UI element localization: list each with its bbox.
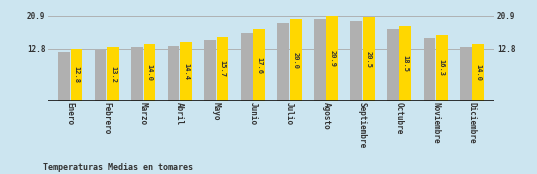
Bar [131,47,143,101]
Bar [351,21,362,101]
Text: 16.3: 16.3 [439,59,445,76]
Bar [326,16,338,101]
Text: 20.5: 20.5 [366,51,372,68]
Bar [241,33,252,101]
Bar [424,38,435,101]
Bar [314,19,325,101]
Bar [363,17,375,101]
Bar [436,35,448,101]
Text: 14.0: 14.0 [147,64,153,81]
Text: 18.5: 18.5 [402,55,408,72]
Text: 20.0: 20.0 [293,52,299,69]
Bar [387,29,398,101]
Bar [253,29,265,101]
Bar [71,49,82,101]
Bar [180,42,192,101]
Bar [217,37,228,101]
Bar [278,23,289,101]
Bar [95,50,106,101]
Bar [400,26,411,101]
Text: 20.9: 20.9 [329,50,335,67]
Bar [290,19,301,101]
Text: 14.0: 14.0 [475,64,481,81]
Text: 13.2: 13.2 [110,66,116,82]
Bar [460,47,472,101]
Bar [144,44,155,101]
Bar [168,46,179,101]
Text: 14.4: 14.4 [183,63,189,80]
Text: 17.6: 17.6 [256,57,262,74]
Text: 15.7: 15.7 [220,60,226,77]
Text: 12.8: 12.8 [74,66,79,83]
Bar [473,44,484,101]
Bar [205,40,216,101]
Bar [58,52,70,101]
Bar [107,47,119,101]
Text: Temperaturas Medias en tomares: Temperaturas Medias en tomares [43,163,193,172]
